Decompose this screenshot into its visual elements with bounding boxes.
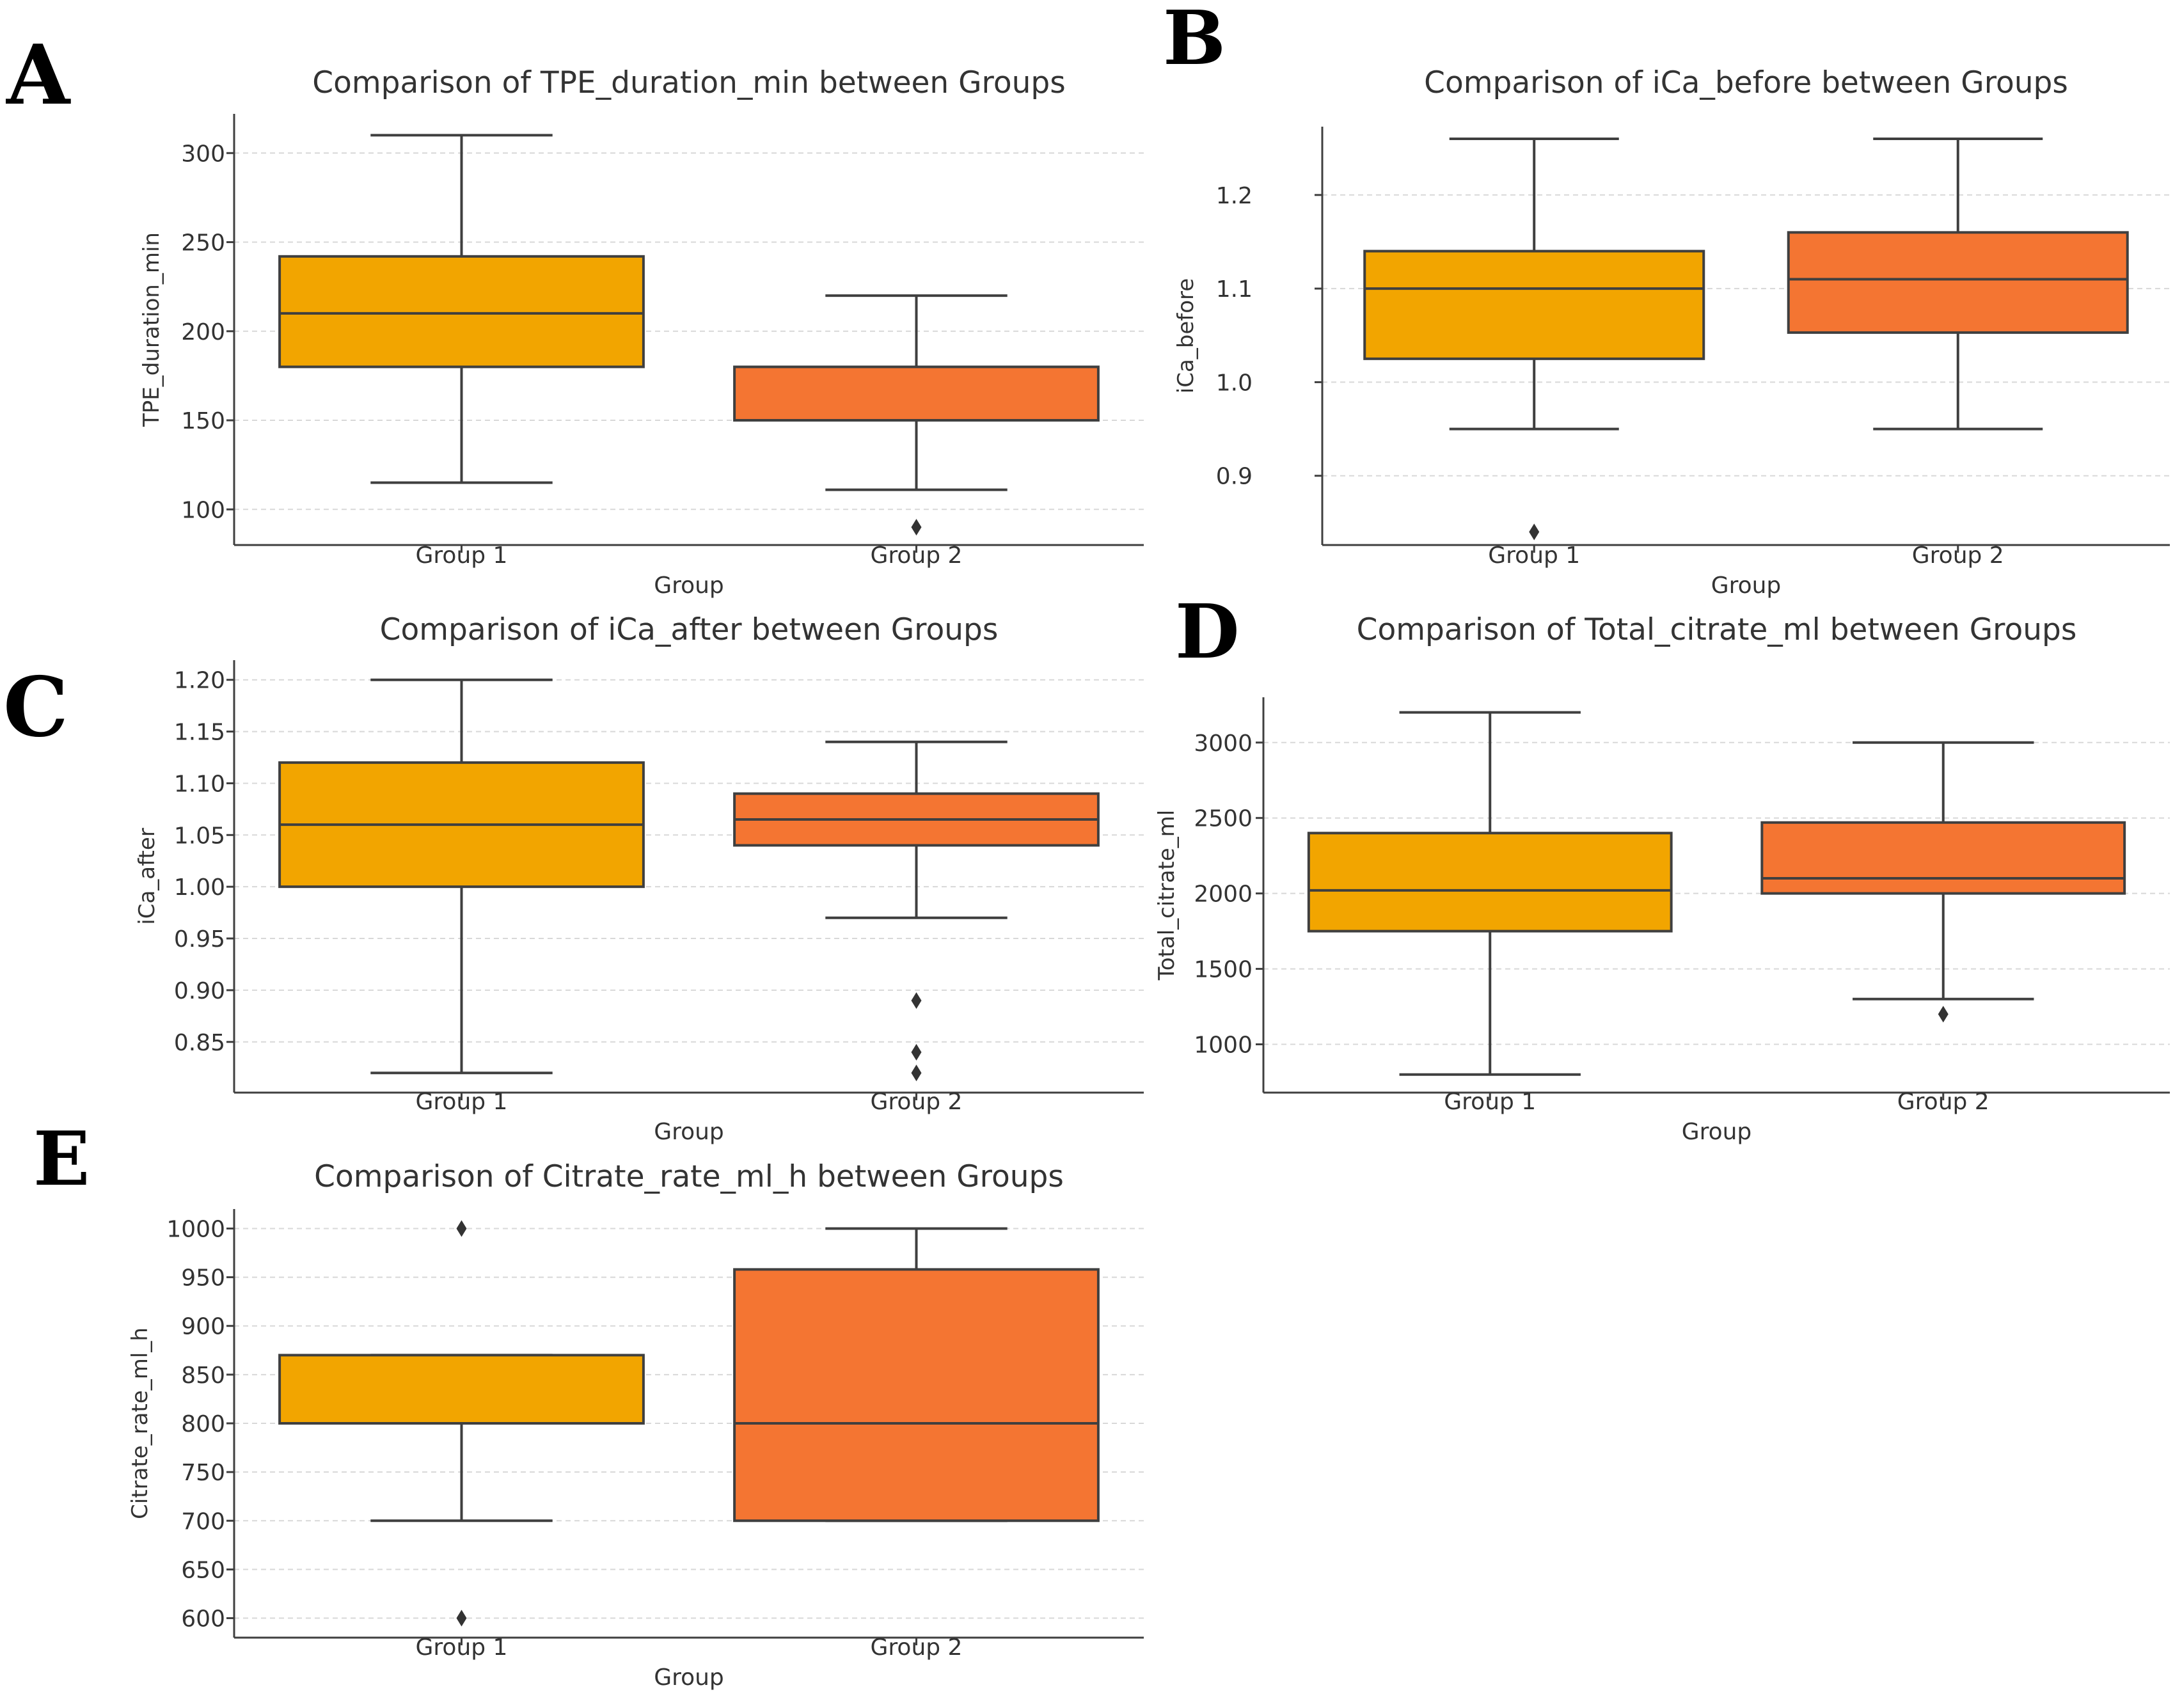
- y-tick-label: 1.15: [174, 720, 225, 746]
- iqr-box: [1363, 249, 1705, 360]
- box-1: [278, 134, 645, 484]
- y-axis-label: iCa_after: [134, 828, 160, 924]
- y-tick-label: 300: [181, 141, 225, 167]
- y-tick-label: 250: [181, 230, 225, 257]
- outlier-point: [911, 519, 922, 536]
- iqr-box: [733, 1268, 1100, 1522]
- y-tick-label: 200: [181, 319, 225, 345]
- x-tick-label: Group 1: [1488, 542, 1580, 569]
- x-axis-label: Group: [654, 573, 724, 599]
- y-tick-label: 850: [181, 1363, 225, 1389]
- box-1: [278, 1220, 645, 1627]
- y-tick-label: 600: [181, 1606, 225, 1633]
- y-tick-label: 900: [181, 1314, 225, 1340]
- y-tick-label: 700: [181, 1508, 225, 1535]
- chart-panel-b: B Comparison of iCa_before between Groups…: [1163, 0, 2170, 599]
- x-tick-label: Group 1: [416, 1634, 508, 1661]
- y-tick-label: 1.00: [174, 874, 225, 901]
- panel-letter: E: [33, 1116, 90, 1203]
- panel-letter: B: [1163, 0, 1226, 82]
- iqr-box: [1787, 231, 2129, 334]
- y-tick-label: 2500: [1194, 806, 1253, 832]
- chart-title: Comparison of iCa_after between Groups: [380, 612, 999, 647]
- chart-title: Comparison of Total_citrate_ml between G…: [1357, 612, 2077, 647]
- x-axis-label: Group: [654, 1119, 724, 1145]
- y-tick-label: 1.1: [1216, 276, 1253, 303]
- y-tick-label: 1.2: [1216, 183, 1253, 209]
- box-1: [278, 678, 645, 1075]
- box-2: [733, 294, 1100, 536]
- chart-title: Comparison of Citrate_rate_ml_h between …: [314, 1159, 1064, 1194]
- x-tick-label: Group 2: [871, 1634, 963, 1661]
- x-tick-label: Group 1: [416, 1089, 508, 1115]
- outlier-point: [456, 1609, 467, 1627]
- y-tick-label: 650: [181, 1557, 225, 1583]
- box-2: [733, 740, 1100, 1082]
- y-tick-label: 750: [181, 1460, 225, 1486]
- iqr-box: [733, 365, 1100, 422]
- box-1: [1363, 138, 1705, 541]
- y-tick-label: 1500: [1194, 957, 1253, 983]
- y-tick-label: 100: [181, 497, 225, 523]
- outlier-point: [911, 1064, 922, 1082]
- y-tick-label: 0.9: [1216, 464, 1253, 490]
- outlier-point: [1529, 523, 1540, 541]
- y-tick-label: 1.20: [174, 668, 225, 694]
- iqr-box: [278, 1354, 645, 1425]
- y-tick-label: 150: [181, 408, 225, 434]
- iqr-box: [1760, 821, 2126, 895]
- chart-title: Comparison of TPE_duration_min between G…: [312, 65, 1065, 100]
- chart-panel-a: A Comparison of TPE_duration_min between …: [6, 28, 1144, 599]
- x-tick-label: Group 2: [871, 542, 963, 569]
- panel-letter: A: [6, 28, 71, 123]
- y-axis-label: TPE_duration_min: [139, 232, 164, 427]
- y-axis-label: Total_citrate_ml: [1154, 810, 1180, 981]
- chart-panel-c: C Comparison of iCa_after between Groups 0…: [3, 612, 1144, 1145]
- chart-title: Comparison of iCa_before between Groups: [1424, 65, 2068, 100]
- y-tick-label: 3000: [1194, 731, 1253, 757]
- y-tick-label: 1.10: [174, 771, 225, 797]
- x-tick-label: Group 2: [871, 1089, 963, 1115]
- panel-letter: D: [1175, 589, 1240, 676]
- y-tick-label: 0.90: [174, 978, 225, 1004]
- x-tick-label: Group 1: [1444, 1089, 1536, 1115]
- outlier-point: [1938, 1006, 1949, 1023]
- y-tick-label: 800: [181, 1411, 225, 1437]
- x-tick-label: Group 2: [1912, 542, 2004, 569]
- x-axis-label: Group: [654, 1665, 724, 1691]
- y-tick-label: 0.85: [174, 1030, 225, 1056]
- box-2: [1760, 741, 2126, 1023]
- y-tick-label: 1.05: [174, 823, 225, 849]
- y-tick-label: 2000: [1194, 882, 1253, 908]
- x-axis-label: Group: [1682, 1119, 1752, 1145]
- outlier-point: [911, 1043, 922, 1061]
- x-tick-label: Group 2: [1897, 1089, 1989, 1115]
- outlier-point: [456, 1220, 467, 1237]
- x-tick-label: Group 1: [416, 542, 508, 569]
- box-2: [1787, 138, 2129, 431]
- chart-panel-d: D Comparison of Total_citrate_ml between …: [1154, 589, 2170, 1145]
- y-tick-label: 0.95: [174, 926, 225, 953]
- y-tick-label: 950: [181, 1265, 225, 1292]
- panel-letter: C: [3, 660, 68, 755]
- iqr-box: [278, 255, 645, 368]
- outlier-point: [911, 992, 922, 1009]
- y-tick-label: 1000: [166, 1216, 225, 1242]
- x-axis-label: Group: [1711, 573, 1782, 599]
- box-2: [733, 1227, 1100, 1522]
- box-1: [1307, 711, 1673, 1076]
- iqr-box: [1307, 832, 1673, 933]
- y-tick-label: 1.0: [1216, 370, 1253, 396]
- y-tick-label: 1000: [1194, 1032, 1253, 1059]
- y-axis-label: iCa_before: [1173, 278, 1199, 393]
- chart-panel-e: E Comparison of Citrate_rate_ml_h between…: [33, 1116, 1144, 1691]
- y-axis-label: Citrate_rate_ml_h: [127, 1327, 153, 1519]
